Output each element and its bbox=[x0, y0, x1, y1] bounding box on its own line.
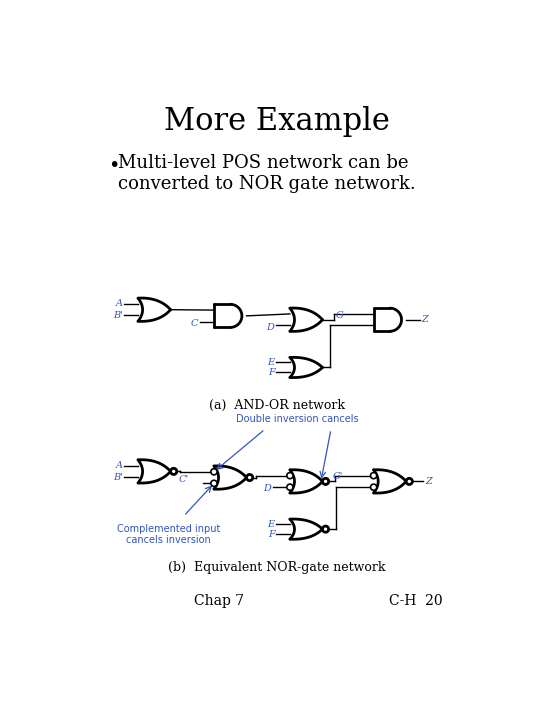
Text: Double inversion cancels: Double inversion cancels bbox=[237, 414, 359, 423]
Text: D: D bbox=[264, 485, 271, 493]
Text: E: E bbox=[267, 520, 274, 528]
Text: G: G bbox=[336, 310, 343, 320]
Circle shape bbox=[370, 472, 377, 479]
Text: Z: Z bbox=[425, 477, 431, 486]
Circle shape bbox=[247, 474, 253, 481]
Text: (b)  Equivalent NOR-gate network: (b) Equivalent NOR-gate network bbox=[168, 561, 386, 574]
Circle shape bbox=[287, 472, 293, 479]
Text: C: C bbox=[191, 319, 199, 328]
Text: Complemented input
cancels inversion: Complemented input cancels inversion bbox=[117, 523, 220, 545]
Text: B': B' bbox=[113, 311, 123, 320]
Text: A: A bbox=[116, 300, 123, 308]
Text: D: D bbox=[267, 323, 274, 331]
Text: (a)  AND-OR network: (a) AND-OR network bbox=[209, 400, 345, 413]
Text: B': B' bbox=[113, 472, 123, 482]
Text: More Example: More Example bbox=[164, 106, 390, 137]
Circle shape bbox=[406, 478, 413, 485]
Text: E: E bbox=[267, 358, 274, 367]
Circle shape bbox=[211, 469, 217, 475]
Text: F: F bbox=[268, 530, 274, 539]
Text: F: F bbox=[268, 368, 274, 377]
Circle shape bbox=[171, 468, 177, 474]
Text: C-H  20: C-H 20 bbox=[389, 594, 443, 608]
Text: •: • bbox=[108, 156, 119, 175]
Text: Multi-level POS network can be
converted to NOR gate network.: Multi-level POS network can be converted… bbox=[118, 154, 416, 193]
Text: C': C' bbox=[178, 475, 188, 484]
Text: A: A bbox=[116, 461, 123, 470]
Circle shape bbox=[211, 480, 217, 487]
Circle shape bbox=[287, 484, 293, 490]
Text: Chap 7: Chap 7 bbox=[193, 594, 244, 608]
Circle shape bbox=[322, 526, 329, 532]
Circle shape bbox=[322, 478, 329, 485]
Circle shape bbox=[370, 484, 377, 490]
Text: G': G' bbox=[333, 472, 343, 481]
Text: Z: Z bbox=[422, 315, 428, 324]
